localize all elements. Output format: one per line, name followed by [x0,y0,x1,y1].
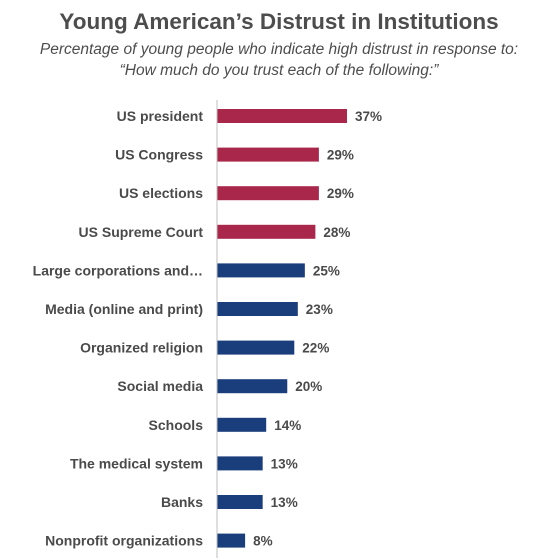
category-label: Banks [161,494,203,510]
category-label: Media (online and print) [45,301,203,317]
category-label: US Supreme Court [79,224,204,240]
value-label: 13% [271,495,298,510]
category-label: Large corporations and… [33,262,203,278]
value-label: 29% [327,148,354,163]
category-label: Social media [117,378,203,394]
bar [217,340,295,355]
bar [217,224,316,239]
category-label: US elections [119,185,203,201]
bar [217,533,246,548]
value-label: 20% [295,379,322,394]
chart-subtitle-line1: Percentage of young people who indicate … [39,41,519,58]
category-label: Schools [149,417,204,433]
bar [217,417,267,432]
value-label: 8% [253,534,273,549]
bar [217,456,263,471]
value-label: 28% [323,225,350,240]
bar [217,302,298,316]
bar [217,495,263,509]
value-label: 13% [271,456,298,471]
bar [217,109,347,123]
value-label: 22% [302,341,329,356]
chart-title: Young American’s Distrust in Institution… [59,9,499,34]
bar [217,147,319,162]
bar [217,379,288,394]
value-label: 14% [274,418,301,433]
category-label: Organized religion [80,340,203,356]
value-label: 37% [355,109,382,124]
chart-subtitle-line2: “How much do you trust each of the follo… [119,62,439,79]
value-label: 23% [306,302,333,317]
category-label: US president [117,108,204,124]
value-label: 29% [327,186,354,201]
bar [217,186,319,201]
category-label: The medical system [70,455,203,471]
bar [217,263,305,278]
category-label: US Congress [115,147,203,163]
category-label: Nonprofit organizations [45,533,203,549]
value-label: 25% [313,263,340,278]
